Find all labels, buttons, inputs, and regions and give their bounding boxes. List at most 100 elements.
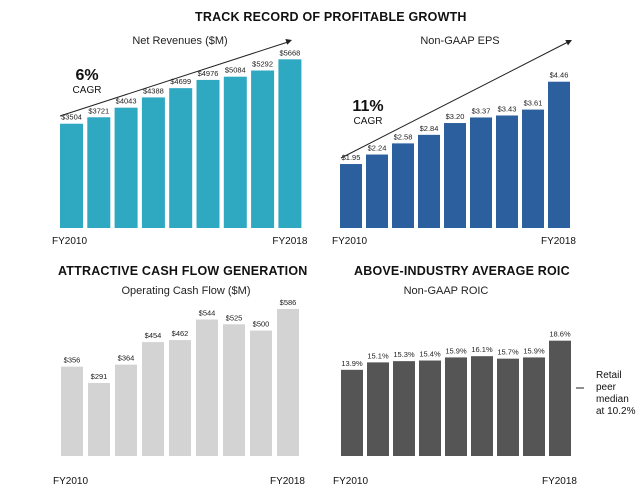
bar-1 xyxy=(60,123,83,228)
data-label: $291 xyxy=(91,372,108,381)
x-tick-label: FY2018 xyxy=(541,236,576,247)
bar-6 xyxy=(196,79,220,228)
data-label: $462 xyxy=(172,329,189,338)
data-label: 15.9% xyxy=(445,346,467,355)
data-label: $3.20 xyxy=(446,112,465,121)
data-label: $2.24 xyxy=(368,144,387,153)
chart-subtitle: Non-GAAP ROIC xyxy=(404,285,489,297)
x-tick-label: FY2010 xyxy=(53,476,88,487)
bar-5 xyxy=(169,88,193,228)
bar-7 xyxy=(496,115,518,228)
data-label: $3504 xyxy=(61,113,82,122)
bar-6 xyxy=(470,117,492,228)
bar-9 xyxy=(548,81,570,228)
data-label: $4976 xyxy=(198,69,219,78)
bar-3 xyxy=(393,361,415,456)
bar-8 xyxy=(250,330,272,456)
data-label: 13.9% xyxy=(341,359,363,368)
data-label: $2.84 xyxy=(420,124,439,133)
data-label: $3.61 xyxy=(524,99,543,108)
bar-7 xyxy=(497,358,519,456)
x-tick-label: FY2010 xyxy=(332,236,367,247)
bar-8 xyxy=(522,109,544,228)
data-label: $4699 xyxy=(170,77,191,86)
data-label: $2.58 xyxy=(394,132,413,141)
bar-3 xyxy=(392,143,414,228)
data-label: $1.95 xyxy=(342,153,361,162)
bar-2 xyxy=(367,362,389,456)
cagr-value: 6% xyxy=(75,67,98,84)
data-label: 15.9% xyxy=(523,346,545,355)
chart-subtitle: Operating Cash Flow ($M) xyxy=(122,285,251,297)
data-label: $3.43 xyxy=(498,104,517,113)
chart-subtitle: Non-GAAP EPS xyxy=(420,35,499,47)
trend-arrow xyxy=(59,41,289,117)
cagr-label: CAGR xyxy=(73,85,102,96)
section-title-cash-flow: ATTRACTIVE CASH FLOW GENERATION xyxy=(58,264,308,278)
bar-9 xyxy=(549,340,571,456)
data-label: $4388 xyxy=(143,86,164,95)
data-label: $3721 xyxy=(88,106,109,115)
data-label: $5084 xyxy=(225,66,246,75)
bar-2 xyxy=(366,154,388,228)
data-label: 15.7% xyxy=(497,348,519,357)
bar-6 xyxy=(471,356,493,456)
cagr-label: CAGR xyxy=(354,116,383,127)
peer-median-note: peer xyxy=(596,382,617,393)
data-label: $454 xyxy=(145,331,162,340)
bar-1 xyxy=(61,366,83,456)
bar-3 xyxy=(114,107,138,228)
bar-9 xyxy=(278,59,302,229)
bar-5 xyxy=(445,357,467,456)
bar-5 xyxy=(444,123,466,228)
section-title-roic: ABOVE-INDUSTRY AVERAGE ROIC xyxy=(354,264,570,278)
trend-arrow-head xyxy=(285,39,292,45)
x-tick-label: FY2018 xyxy=(272,236,307,247)
peer-median-note: at 10.2% xyxy=(596,406,636,417)
data-label: $5668 xyxy=(279,48,300,57)
bar-1 xyxy=(340,164,362,228)
data-label: $4.46 xyxy=(550,71,569,80)
bar-4 xyxy=(142,342,164,456)
data-label: $364 xyxy=(118,354,135,363)
data-label: $500 xyxy=(253,320,270,329)
data-label: $356 xyxy=(64,356,81,365)
bar-7 xyxy=(223,76,247,228)
bar-4 xyxy=(141,97,165,228)
bar-1 xyxy=(341,369,363,456)
bar-9 xyxy=(277,308,299,456)
data-label: $544 xyxy=(199,309,216,318)
data-label: 15.1% xyxy=(367,351,389,360)
x-tick-label: FY2018 xyxy=(542,476,577,487)
bar-3 xyxy=(115,364,137,456)
data-label: $3.37 xyxy=(472,106,491,115)
peer-median-note: Retail xyxy=(596,370,622,381)
x-tick-label: FY2018 xyxy=(270,476,305,487)
trend-arrow xyxy=(340,41,569,159)
bar-4 xyxy=(419,360,441,456)
data-label: $4043 xyxy=(116,97,137,106)
data-label: 15.3% xyxy=(393,350,415,359)
bar-2 xyxy=(87,117,111,228)
cagr-value: 11% xyxy=(352,98,383,115)
data-label: 16.1% xyxy=(471,345,493,354)
bar-5 xyxy=(169,340,191,456)
data-label: 18.6% xyxy=(549,330,571,339)
data-label: $5292 xyxy=(252,60,273,69)
bar-6 xyxy=(196,319,218,456)
data-label: $586 xyxy=(280,298,297,307)
bar-4 xyxy=(418,134,440,228)
x-tick-label: FY2010 xyxy=(52,236,87,247)
data-label: 15.4% xyxy=(419,350,441,359)
data-label: $525 xyxy=(226,313,243,322)
page-title: TRACK RECORD OF PROFITABLE GROWTH xyxy=(195,10,467,24)
bar-8 xyxy=(523,357,545,456)
bar-8 xyxy=(251,70,275,229)
bar-7 xyxy=(223,324,245,456)
chart-subtitle: Net Revenues ($M) xyxy=(132,35,227,47)
peer-median-note: median xyxy=(596,394,629,405)
trend-arrow-head xyxy=(565,40,572,46)
bar-2 xyxy=(88,382,110,456)
x-tick-label: FY2010 xyxy=(333,476,368,487)
